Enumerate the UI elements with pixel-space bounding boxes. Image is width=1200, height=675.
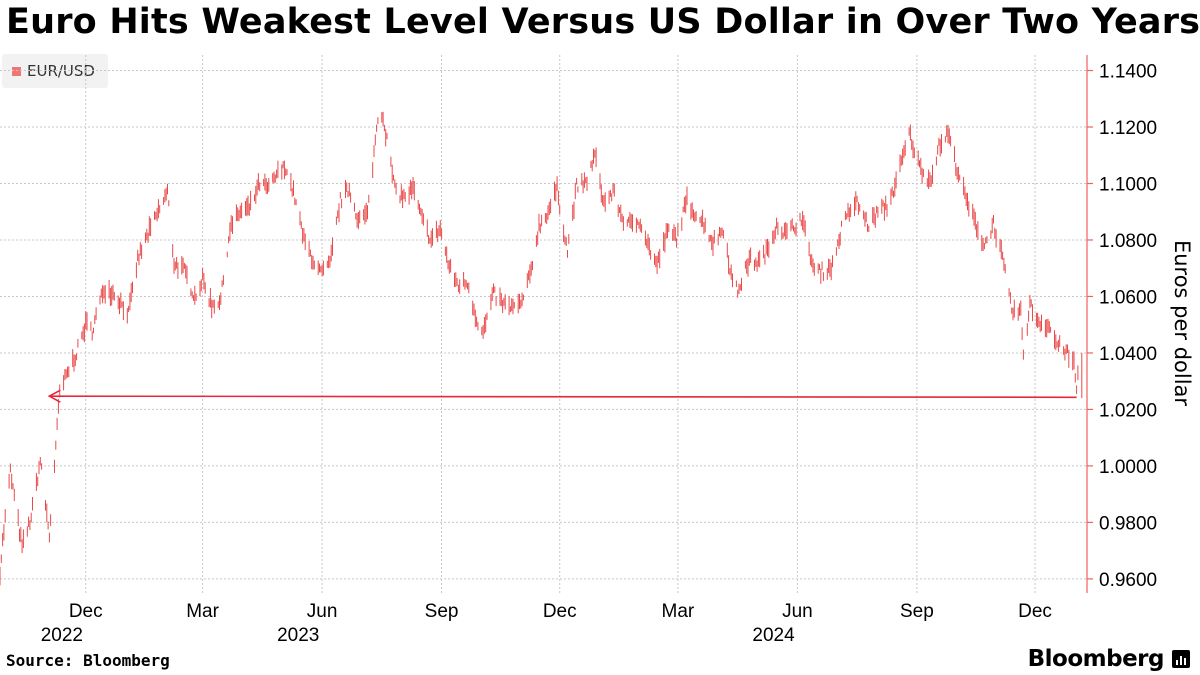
x-tick-label: Dec	[69, 601, 103, 622]
y-tick-label: 1.0600	[1099, 287, 1157, 308]
y-tick-label: 1.0000	[1099, 457, 1157, 478]
arrow-line	[49, 395, 1077, 399]
x-year-label: 2023	[277, 625, 319, 646]
y-tick-label: 1.1200	[1099, 118, 1157, 139]
x-tick-label: Jun	[307, 601, 338, 622]
x-year-label: 2024	[752, 625, 795, 646]
x-tick-label: Dec	[543, 601, 577, 622]
x-tick-label: Dec	[1018, 601, 1052, 622]
y-tick-label: 0.9800	[1099, 513, 1157, 534]
x-year-label: 2022	[41, 625, 83, 646]
grid	[0, 55, 1087, 593]
source-note: Source: Bloomberg	[6, 651, 170, 670]
x-tick-label: Jun	[782, 601, 813, 622]
y-axis-label: Euros per dollar	[1170, 240, 1194, 406]
annotation-layer	[47, 389, 1077, 403]
x-tick-label: Sep	[425, 601, 459, 622]
y-tick-label: 1.0800	[1099, 231, 1157, 252]
x-tick-label: Sep	[900, 601, 934, 622]
chart-title: Euro Hits Weakest Level Versus US Dollar…	[6, 2, 1200, 42]
x-tick-label: Mar	[186, 601, 219, 622]
y-tick-label: 1.1000	[1099, 174, 1157, 195]
y-tick-label: 0.9600	[1099, 570, 1157, 591]
axis-layer: 0.9600 0.9800 1.0000 1.0200 1.0400 1.0600 1.08…	[41, 55, 1157, 646]
terminal-icon	[1172, 650, 1190, 668]
series-eur-usd	[0, 111, 1083, 586]
legend-swatch	[12, 67, 21, 76]
arrow-head	[47, 389, 61, 403]
y-tick-label: 1.0200	[1099, 400, 1157, 421]
brand-logo: Bloomberg	[1028, 645, 1190, 673]
y-tick-label: 1.1400	[1099, 62, 1157, 83]
y-tick-label: 1.0400	[1099, 344, 1157, 365]
x-tick-label: Mar	[662, 601, 695, 622]
brand-name: Bloomberg	[1027, 646, 1165, 672]
